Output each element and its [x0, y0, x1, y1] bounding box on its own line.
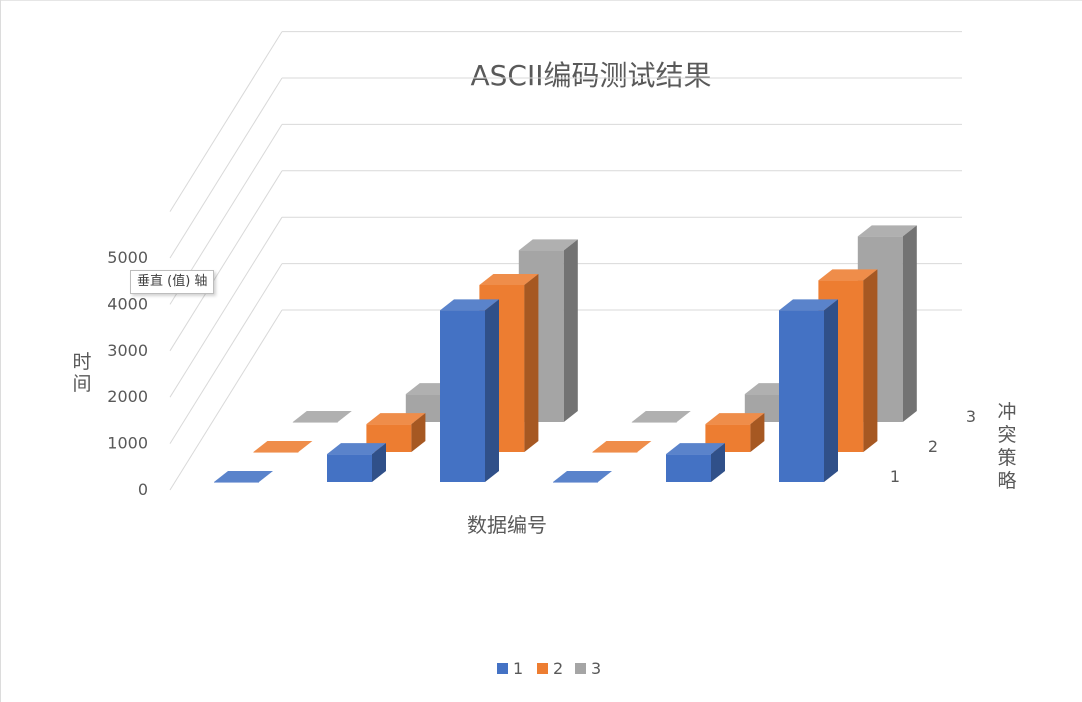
axis-tooltip: 垂直 (值) 轴 [130, 270, 215, 294]
bar-side [750, 413, 765, 452]
gridline-side [169, 216, 283, 398]
bar-top [857, 225, 917, 237]
y-tick-label: 5000 [107, 248, 148, 267]
bar-side [563, 239, 578, 422]
bar-top [214, 471, 273, 482]
bar-top [666, 443, 725, 455]
bar[interactable] [592, 452, 638, 453]
gridline-side [169, 263, 283, 444]
y-axis-label: 时 [72, 351, 91, 373]
bar-top [440, 299, 499, 311]
bar-top [553, 471, 612, 482]
legend-label[interactable]: 1 [513, 659, 523, 678]
frame-edge-left [0, 0, 1, 702]
gridline-side [169, 170, 283, 352]
bar-side [824, 299, 838, 482]
depth-tick-label: 2 [928, 437, 938, 456]
bar[interactable] [631, 422, 677, 423]
z-axis-label: 策 [997, 447, 1016, 469]
bar-side [524, 273, 539, 452]
frame-edge-top [0, 0, 1082, 1]
bar-side [485, 299, 499, 482]
bar-top [292, 411, 352, 422]
bar-side [372, 443, 386, 482]
x-axis-label: 数据编号 [467, 513, 547, 537]
bar-top [779, 299, 838, 311]
bar[interactable] [292, 422, 338, 423]
bar[interactable] [779, 310, 824, 482]
legend-swatch [497, 663, 508, 674]
bar-top [705, 413, 765, 425]
bar[interactable] [440, 310, 485, 482]
y-tick-label: 4000 [107, 294, 148, 313]
bar[interactable] [253, 452, 299, 453]
z-axis-label: 突 [997, 424, 1016, 446]
bar-top [366, 413, 426, 425]
bar[interactable] [666, 454, 711, 482]
gridline-side [169, 77, 283, 259]
bar-side [711, 443, 725, 482]
bar-top [253, 441, 313, 452]
bar-top [327, 443, 386, 455]
bar-top [631, 411, 691, 422]
bar-side [863, 269, 878, 452]
gridline-side [169, 309, 283, 491]
depth-tick-label: 1 [890, 467, 900, 486]
bar[interactable] [327, 454, 372, 482]
legend-swatch [537, 663, 548, 674]
z-axis-label: 略 [997, 470, 1016, 492]
gridline-side [169, 31, 283, 212]
y-axis-label: 间 [72, 373, 91, 395]
legend-label[interactable]: 2 [553, 659, 563, 678]
bar-top [592, 441, 652, 452]
bar-side [411, 413, 426, 452]
y-tick-label: 0 [138, 480, 148, 499]
depth-tick-label: 3 [966, 407, 976, 426]
bar[interactable] [214, 482, 259, 483]
bar-top [818, 269, 878, 281]
z-axis-label: 冲 [997, 401, 1016, 423]
bar[interactable] [553, 482, 598, 483]
legend-label[interactable]: 3 [591, 659, 601, 678]
legend-swatch [575, 663, 586, 674]
bar-side [902, 225, 917, 422]
y-tick-label: 2000 [107, 387, 148, 406]
bar-top [518, 239, 578, 251]
chart-title[interactable]: ASCII编码测试结果 [470, 59, 712, 92]
y-tick-label: 1000 [107, 434, 148, 453]
bar-top [479, 273, 539, 285]
y-tick-label: 3000 [107, 341, 148, 360]
